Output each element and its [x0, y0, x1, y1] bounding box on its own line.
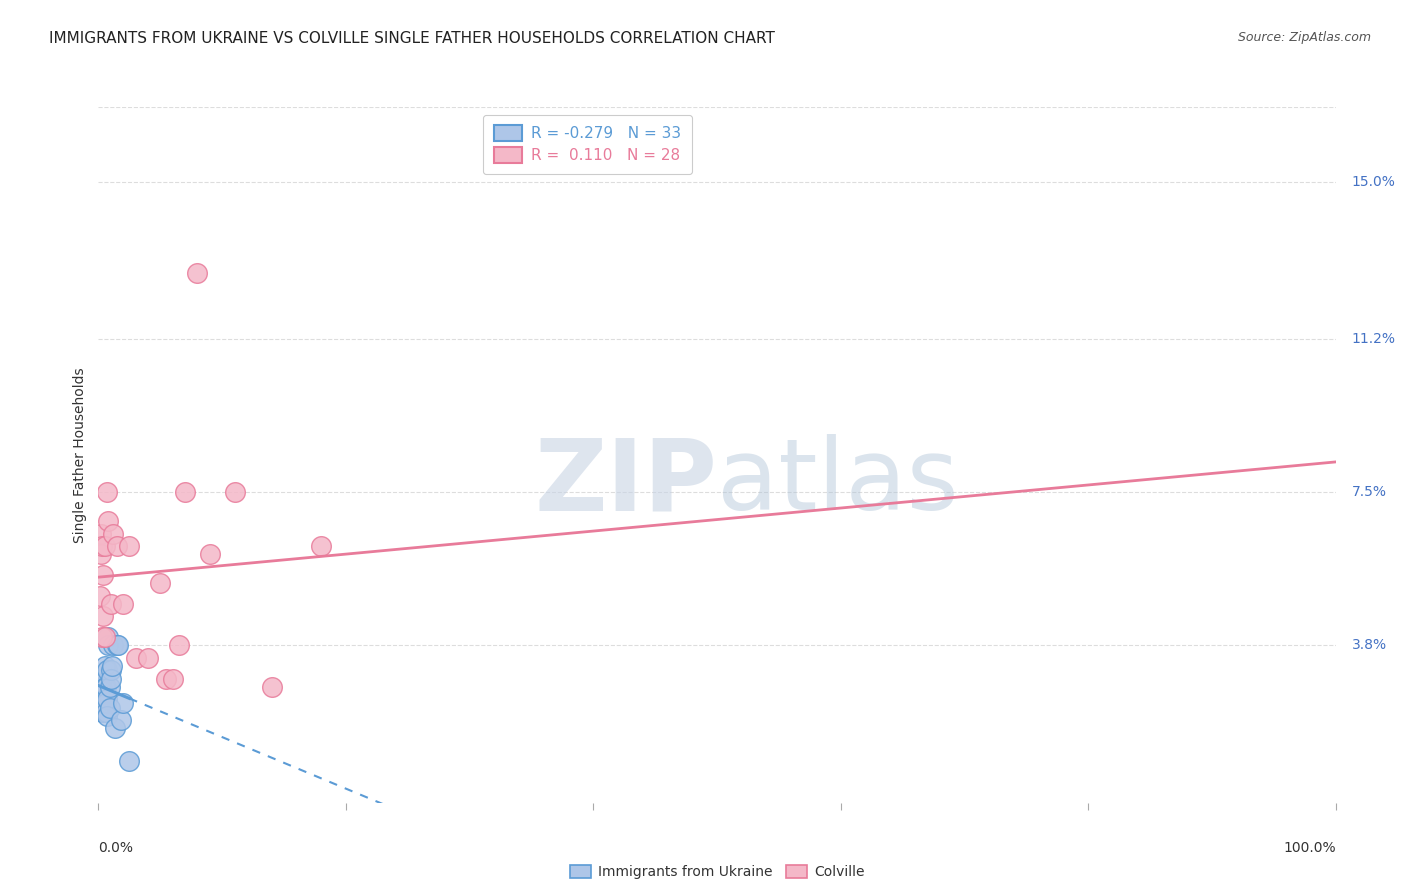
Point [136, 651, 159, 665]
Point [100, 597, 122, 611]
Legend: Immigrants from Ukraine, Colville: Immigrants from Ukraine, Colville [562, 858, 872, 887]
Point [91, 705, 114, 719]
Point [224, 485, 246, 500]
Point [90, 688, 112, 702]
Point [91, 692, 114, 706]
Point [103, 526, 125, 541]
Point [309, 539, 332, 553]
Point [90, 680, 112, 694]
Point [93, 697, 115, 711]
Point [89, 589, 111, 603]
Point [93, 680, 115, 694]
Point [93, 659, 115, 673]
Point [103, 639, 125, 653]
Text: 3.8%: 3.8% [1351, 639, 1386, 652]
Text: atlas: atlas [717, 434, 959, 532]
Point [101, 659, 124, 673]
Point [155, 672, 177, 686]
Point [186, 266, 208, 280]
Point [96, 692, 118, 706]
Point [112, 697, 135, 711]
Point [112, 597, 135, 611]
Point [100, 672, 122, 686]
Point [103, 721, 125, 735]
Point [105, 639, 128, 653]
Point [118, 539, 141, 553]
Text: Source: ZipAtlas.com: Source: ZipAtlas.com [1237, 31, 1371, 45]
Point [93, 568, 115, 582]
Point [93, 539, 115, 553]
Point [93, 630, 115, 644]
Point [167, 639, 190, 653]
Point [91, 630, 114, 644]
Point [93, 705, 115, 719]
Point [94, 705, 117, 719]
Text: 15.0%: 15.0% [1351, 175, 1396, 188]
Point [91, 539, 114, 553]
Text: ZIP: ZIP [534, 434, 717, 532]
Point [94, 697, 117, 711]
Point [118, 755, 141, 769]
Point [89, 692, 111, 706]
Point [97, 630, 120, 644]
Point [96, 485, 118, 500]
Point [110, 713, 132, 727]
Point [93, 609, 115, 624]
Point [162, 672, 184, 686]
Text: 11.2%: 11.2% [1351, 332, 1396, 346]
Point [100, 663, 122, 677]
Point [93, 692, 115, 706]
Point [96, 708, 118, 723]
Point [91, 672, 114, 686]
Point [90, 547, 112, 561]
Point [124, 651, 146, 665]
Text: 0.0%: 0.0% [98, 841, 134, 855]
Text: 7.5%: 7.5% [1351, 485, 1386, 500]
Point [97, 639, 120, 653]
Point [93, 697, 115, 711]
Point [93, 684, 115, 698]
Point [149, 576, 172, 591]
Point [97, 514, 120, 528]
Point [98, 700, 121, 714]
Text: 100.0%: 100.0% [1284, 841, 1336, 855]
Text: IMMIGRANTS FROM UKRAINE VS COLVILLE SINGLE FATHER HOUSEHOLDS CORRELATION CHART: IMMIGRANTS FROM UKRAINE VS COLVILLE SING… [49, 31, 775, 46]
Point [198, 547, 221, 561]
Point [98, 680, 121, 694]
Point [260, 680, 283, 694]
Point [94, 680, 117, 694]
Point [96, 663, 118, 677]
Point [90, 526, 112, 541]
Point [107, 639, 129, 653]
Y-axis label: Single Father Households: Single Father Households [73, 368, 87, 542]
Point [105, 539, 128, 553]
Point [174, 485, 197, 500]
